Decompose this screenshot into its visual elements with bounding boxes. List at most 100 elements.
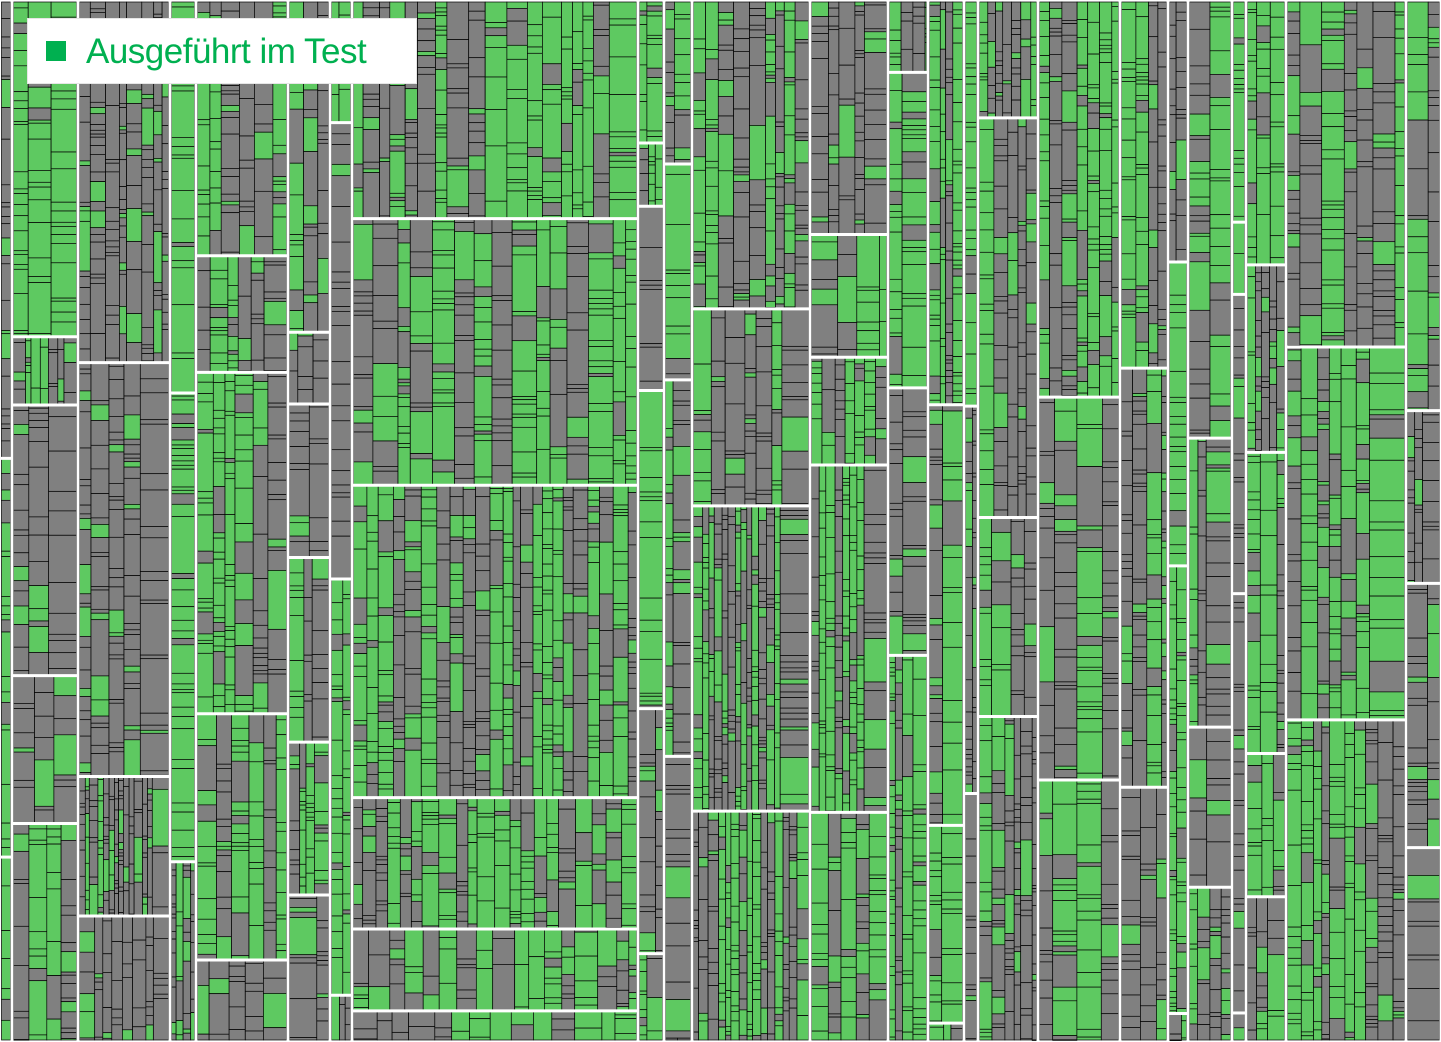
cell-not-executed [1025, 323, 1037, 333]
cell-executed [693, 526, 704, 538]
cell-not-executed [1025, 493, 1037, 518]
cell-not-executed [142, 803, 148, 837]
cell-executed [942, 587, 963, 593]
cell-not-executed [1054, 685, 1078, 690]
cell-not-executed [475, 721, 491, 737]
cell-not-executed [1087, 102, 1100, 114]
cell-executed [705, 131, 719, 162]
cell-executed [561, 946, 576, 958]
cell-executed [475, 949, 494, 969]
cell-not-executed [713, 533, 723, 560]
cell-not-executed [672, 404, 691, 421]
cell-executed [449, 637, 464, 655]
cell-executed [1076, 295, 1089, 339]
cell-executed [549, 252, 568, 290]
cell-not-executed [710, 360, 726, 378]
cell-not-executed [404, 737, 422, 751]
cell-executed [141, 211, 155, 216]
cell-executed [889, 204, 903, 212]
cell-not-executed [391, 1010, 409, 1033]
cell-not-executed [1, 499, 11, 524]
cell-not-executed [901, 224, 927, 241]
cell-executed [842, 478, 851, 483]
cell-executed [979, 484, 995, 518]
cell-executed [1087, 98, 1100, 104]
cell-not-executed [139, 419, 169, 425]
cell-executed [1099, 39, 1113, 46]
cell-not-executed [161, 171, 169, 180]
cell-executed [702, 641, 710, 655]
cell-executed [484, 47, 508, 78]
cell-executed [972, 608, 977, 668]
cell-not-executed [90, 552, 110, 557]
cell-executed [299, 829, 307, 865]
cell-not-executed [672, 390, 691, 402]
cell-not-executed [1004, 821, 1015, 827]
cell-not-executed [1004, 795, 1015, 812]
cell-executed [248, 925, 265, 961]
cell-executed [509, 914, 522, 919]
cell-executed [1, 556, 11, 597]
cell-executed [316, 993, 329, 998]
cell-not-executed [123, 814, 130, 868]
cell-not-executed [94, 981, 104, 991]
cell-executed [979, 450, 995, 470]
cell-executed [605, 808, 623, 833]
cell-executed [1049, 8, 1063, 19]
cell-executed [783, 203, 796, 215]
cell-executed [574, 997, 599, 1006]
cell-not-executed [79, 368, 92, 375]
cell-executed [674, 54, 691, 75]
cell-not-executed [60, 942, 77, 953]
cell-not-executed [462, 760, 476, 774]
cell-executed [342, 594, 351, 600]
cell-executed [476, 816, 496, 834]
cell-not-executed [639, 247, 663, 281]
cell-executed [765, 300, 776, 308]
cell-not-executed [254, 104, 274, 125]
cell-executed [79, 221, 91, 272]
cell-executed [941, 1003, 963, 1024]
cell-not-executed [627, 635, 637, 641]
cell-executed [224, 381, 236, 392]
cell-not-executed [558, 808, 576, 850]
cell-executed [60, 1001, 77, 1013]
cell-not-executed [88, 820, 99, 839]
cell-executed [353, 127, 364, 165]
cell-not-executed [108, 586, 125, 611]
cell-not-executed [627, 544, 637, 579]
cell-not-executed [108, 776, 115, 797]
cell-not-executed [987, 13, 996, 42]
cell-executed [171, 768, 195, 804]
cell-not-executed [462, 663, 476, 692]
cell-not-executed [771, 412, 783, 446]
cell-executed [299, 801, 307, 806]
cell-executed [234, 704, 254, 712]
cell-not-executed [811, 221, 829, 235]
cell-not-executed [733, 28, 750, 39]
cell-executed [212, 457, 226, 463]
cell-executed [28, 931, 48, 950]
cell-not-executed [123, 634, 141, 650]
cell-executed [710, 376, 726, 382]
cell-not-executed [468, 1, 486, 12]
cell-not-executed [902, 482, 927, 498]
cell-not-executed [708, 617, 715, 655]
cell-not-executed [811, 25, 829, 34]
cell-executed [197, 862, 217, 867]
cell-not-executed [889, 449, 904, 464]
cell-not-executed [1, 18, 11, 38]
cell-executed [397, 406, 411, 427]
cell-executed [39, 346, 49, 389]
cell-executed [1111, 206, 1119, 214]
cell-not-executed [141, 344, 155, 349]
cell-executed [542, 171, 562, 182]
cell-not-executed [48, 491, 77, 512]
cell-executed [621, 856, 637, 869]
cell-not-executed [79, 479, 92, 487]
cell-not-executed [612, 701, 629, 706]
cell-not-executed [665, 860, 691, 868]
cell-not-executed [575, 832, 593, 862]
cell-executed [289, 707, 305, 718]
cell-not-executed [491, 384, 513, 399]
